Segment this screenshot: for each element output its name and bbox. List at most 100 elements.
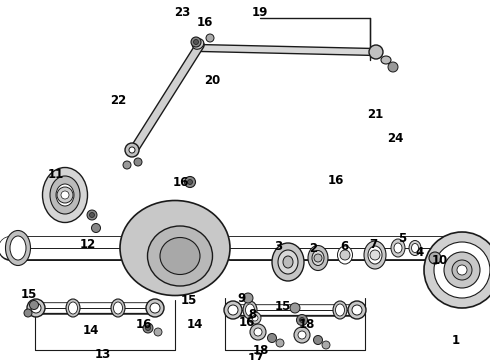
Circle shape xyxy=(29,301,39,310)
Ellipse shape xyxy=(69,302,77,314)
Circle shape xyxy=(129,147,135,153)
Circle shape xyxy=(290,303,300,313)
Circle shape xyxy=(87,210,97,220)
Circle shape xyxy=(429,252,441,264)
Circle shape xyxy=(206,34,214,42)
Ellipse shape xyxy=(391,239,405,257)
Circle shape xyxy=(243,293,253,303)
Ellipse shape xyxy=(283,256,293,268)
Text: 16: 16 xyxy=(197,15,213,28)
Text: 8: 8 xyxy=(248,309,256,321)
Ellipse shape xyxy=(66,299,80,317)
Circle shape xyxy=(452,260,472,280)
Ellipse shape xyxy=(308,246,328,270)
Circle shape xyxy=(388,62,398,72)
Circle shape xyxy=(154,328,162,336)
Text: 20: 20 xyxy=(204,73,220,86)
Text: 12: 12 xyxy=(80,238,96,252)
Text: 19: 19 xyxy=(252,5,268,18)
Circle shape xyxy=(314,254,322,262)
Circle shape xyxy=(434,242,490,298)
Circle shape xyxy=(268,333,276,342)
Text: 21: 21 xyxy=(367,108,383,122)
Circle shape xyxy=(252,315,258,321)
Circle shape xyxy=(143,323,153,333)
Circle shape xyxy=(249,312,261,324)
Circle shape xyxy=(340,250,350,260)
Text: 15: 15 xyxy=(181,293,197,306)
Ellipse shape xyxy=(192,39,204,49)
Text: 11: 11 xyxy=(48,168,64,181)
Ellipse shape xyxy=(412,243,418,252)
Ellipse shape xyxy=(394,243,402,253)
Circle shape xyxy=(191,37,201,47)
Ellipse shape xyxy=(278,250,298,274)
Circle shape xyxy=(150,303,160,313)
Ellipse shape xyxy=(409,240,421,256)
Text: 16: 16 xyxy=(173,175,189,189)
Text: 15: 15 xyxy=(275,300,291,312)
Circle shape xyxy=(57,187,73,203)
Ellipse shape xyxy=(272,243,304,281)
Text: 18: 18 xyxy=(253,343,269,356)
Text: 15: 15 xyxy=(21,288,37,302)
Ellipse shape xyxy=(312,251,324,266)
Text: 16: 16 xyxy=(136,318,152,330)
Circle shape xyxy=(299,318,304,323)
Circle shape xyxy=(24,309,32,317)
Text: 16: 16 xyxy=(239,316,255,329)
Ellipse shape xyxy=(381,56,391,64)
Ellipse shape xyxy=(50,176,80,214)
Circle shape xyxy=(146,325,150,330)
Circle shape xyxy=(92,224,100,233)
Text: 24: 24 xyxy=(387,131,403,144)
Circle shape xyxy=(228,305,238,315)
Ellipse shape xyxy=(43,167,88,222)
Circle shape xyxy=(125,143,139,157)
Ellipse shape xyxy=(147,226,213,286)
Text: 2: 2 xyxy=(309,242,317,255)
Circle shape xyxy=(224,301,242,319)
Circle shape xyxy=(314,336,322,345)
Circle shape xyxy=(424,232,490,308)
Circle shape xyxy=(61,191,69,199)
Ellipse shape xyxy=(336,304,344,316)
Circle shape xyxy=(134,158,142,166)
Ellipse shape xyxy=(120,201,230,296)
Text: 3: 3 xyxy=(274,240,282,253)
Circle shape xyxy=(296,315,308,325)
Text: 6: 6 xyxy=(340,240,348,253)
Circle shape xyxy=(294,327,310,343)
Text: 18: 18 xyxy=(299,318,315,330)
Circle shape xyxy=(194,40,198,45)
Circle shape xyxy=(90,212,95,217)
Circle shape xyxy=(188,180,193,184)
Text: 13: 13 xyxy=(95,348,111,360)
Circle shape xyxy=(250,324,266,340)
Ellipse shape xyxy=(111,299,125,317)
Circle shape xyxy=(31,303,41,313)
Ellipse shape xyxy=(10,236,26,260)
Circle shape xyxy=(457,265,467,275)
Ellipse shape xyxy=(338,246,352,264)
Ellipse shape xyxy=(5,230,30,266)
Circle shape xyxy=(276,339,284,347)
Text: 5: 5 xyxy=(398,231,406,244)
Circle shape xyxy=(123,161,131,169)
Ellipse shape xyxy=(56,184,74,206)
Ellipse shape xyxy=(114,302,122,314)
Circle shape xyxy=(185,176,196,188)
Circle shape xyxy=(369,45,383,59)
Circle shape xyxy=(348,301,366,319)
Circle shape xyxy=(370,250,380,260)
Ellipse shape xyxy=(364,241,386,269)
Text: 14: 14 xyxy=(187,319,203,332)
Text: 10: 10 xyxy=(432,253,448,266)
Ellipse shape xyxy=(243,301,257,319)
Circle shape xyxy=(27,299,45,317)
Text: 4: 4 xyxy=(416,246,424,258)
Text: 17: 17 xyxy=(248,351,264,360)
Text: 9: 9 xyxy=(237,292,245,305)
Text: 16: 16 xyxy=(328,175,344,188)
Ellipse shape xyxy=(160,238,200,274)
